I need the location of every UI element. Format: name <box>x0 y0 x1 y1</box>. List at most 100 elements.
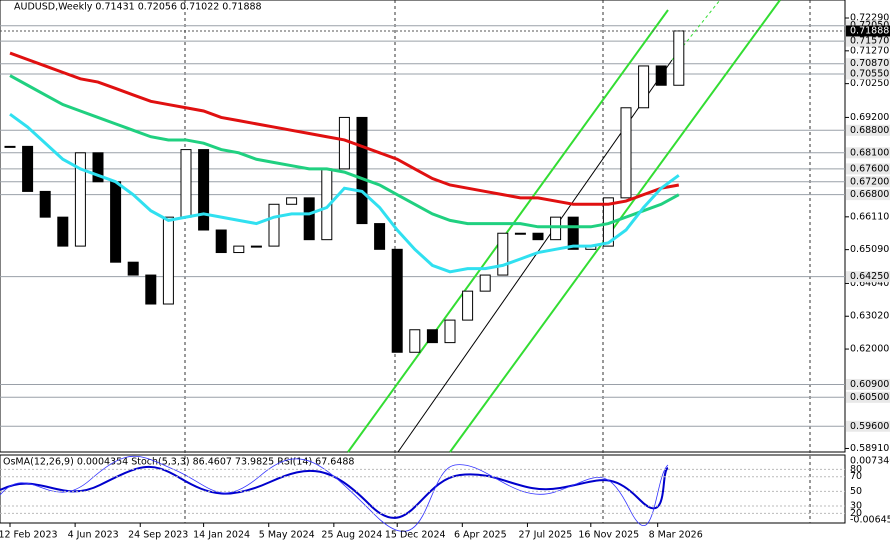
level-label: 0.66800 <box>850 189 889 200</box>
candle-body <box>391 248 403 353</box>
candle-body <box>655 65 667 86</box>
y-tick-label: 0.66110 <box>850 211 889 222</box>
y-tick-label: 0.62000 <box>850 344 889 355</box>
level-label: 0.71570 <box>850 36 889 47</box>
candle-body <box>673 30 685 86</box>
x-tick-label: 8 Mar 2026 <box>649 530 703 541</box>
osc-tick-label: 80 <box>850 464 862 475</box>
moving-average <box>9 74 680 229</box>
level-tag <box>846 35 890 47</box>
candle-body <box>303 197 315 241</box>
x-tick-label: 24 Sep 2023 <box>128 530 188 541</box>
level-label: 0.68800 <box>850 125 889 136</box>
candle-body <box>462 290 474 321</box>
moving-averages <box>9 51 680 274</box>
levels <box>0 25 845 427</box>
moving-average <box>9 112 680 274</box>
level-tag <box>846 189 890 201</box>
osc-tick-label: 70 <box>850 471 862 482</box>
candle-body <box>514 232 526 235</box>
candle-body <box>250 245 262 248</box>
moving-average <box>9 51 680 206</box>
candle-body <box>127 261 139 276</box>
candle-body <box>567 216 579 250</box>
level-tag <box>846 176 890 188</box>
level-tag <box>846 124 890 136</box>
y-tick-label: 0.64040 <box>850 278 889 289</box>
level-tag <box>846 391 890 403</box>
level-tag <box>846 58 890 70</box>
candle-body <box>620 107 632 199</box>
x-tick-label: 25 Aug 2024 <box>321 530 382 541</box>
oscillator-title: OsMA(12,26,9) 0.0004354 Stoch(5,3,3) 86.… <box>3 457 354 468</box>
candle-body <box>110 181 122 263</box>
x-tick-label: 12 Feb 2023 <box>0 530 58 541</box>
candle-body <box>4 145 16 148</box>
x-tick-label: 5 May 2024 <box>259 530 315 541</box>
candle-body <box>638 65 650 109</box>
candles <box>4 30 685 353</box>
x-tick-label: 16 Nov 2025 <box>578 530 639 541</box>
candle-body <box>162 216 174 305</box>
candle-body <box>180 149 192 218</box>
candle-body <box>426 329 438 344</box>
candle-body <box>356 116 368 225</box>
candle-body <box>409 329 421 353</box>
x-tick-label: 27 Jul 2025 <box>519 530 573 541</box>
candle-body <box>39 190 51 218</box>
candle-body <box>215 229 227 254</box>
x-tick-label: 15 Dec 2024 <box>385 530 446 541</box>
level-tag <box>846 163 890 175</box>
osc-tick-label: 30 <box>850 501 862 512</box>
y-tick-label: 0.58910 <box>850 443 889 454</box>
y-tick-label: 0.71270 <box>850 45 889 56</box>
candle-body <box>374 223 386 250</box>
candle-body <box>479 274 491 292</box>
candle-body <box>338 116 350 170</box>
level-tag <box>846 271 890 283</box>
x-tick-label: 14 Jan 2024 <box>193 530 250 541</box>
current-tag <box>846 25 890 37</box>
osc-min-label: -0.006457 <box>850 515 890 526</box>
level-tag <box>846 147 890 159</box>
candle-body <box>74 152 86 247</box>
level-label: 0.60500 <box>850 392 889 403</box>
y-tick-label: 0.63020 <box>850 311 889 322</box>
candle-body <box>444 319 456 344</box>
candle-body <box>532 232 544 241</box>
candle-body <box>57 216 69 247</box>
osc-max-label: 0.007340 <box>850 456 890 467</box>
main-panel <box>0 0 846 453</box>
candle-body <box>497 232 509 276</box>
candle-body <box>92 152 104 183</box>
level-label: 0.60900 <box>850 379 889 390</box>
level-label: 0.70550 <box>850 68 889 79</box>
level-tag <box>846 68 890 80</box>
osc-tick-label: 50 <box>850 486 862 497</box>
level-label: 0.67200 <box>850 176 889 187</box>
y-tick-label: 0.69200 <box>850 112 889 123</box>
level-label: 0.70870 <box>850 58 889 69</box>
y-tick-label: 0.65090 <box>850 244 889 255</box>
oscillator-lines <box>0 456 669 532</box>
y-tick-label: 0.72290 <box>850 13 889 24</box>
x-tick-label: 4 Jun 2023 <box>68 530 119 541</box>
current-label: 0.71888 <box>850 25 889 36</box>
candle-body <box>268 203 280 247</box>
x-tick-label: 6 Apr 2025 <box>454 530 507 541</box>
oscillator-panel <box>0 454 846 524</box>
candle-body <box>22 145 34 192</box>
osc-tick-label: 20 <box>850 508 862 519</box>
candle-body <box>286 197 298 205</box>
level-tag <box>846 378 890 390</box>
chart-title: AUDUSD,Weekly 0.71431 0.72056 0.71022 0.… <box>14 2 262 13</box>
level-label: 0.68100 <box>850 147 889 158</box>
level-tag <box>846 420 890 432</box>
candle-body <box>233 245 245 254</box>
candle-body <box>198 149 210 231</box>
y-tick-label: 0.70250 <box>850 78 889 89</box>
level-label: 0.67600 <box>850 163 889 174</box>
candle-body <box>550 216 562 241</box>
level-label: 0.64250 <box>850 271 889 282</box>
